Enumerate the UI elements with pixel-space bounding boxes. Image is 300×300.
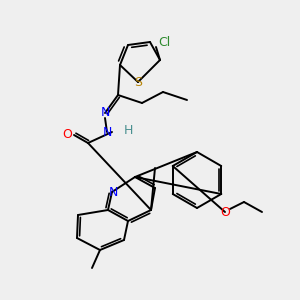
Text: S: S (134, 76, 142, 88)
Text: N: N (100, 106, 110, 119)
Text: Cl: Cl (158, 37, 170, 50)
Text: O: O (220, 206, 230, 218)
Text: N: N (102, 125, 112, 139)
Text: O: O (62, 128, 72, 142)
Text: H: H (123, 124, 133, 136)
Text: N: N (108, 185, 118, 199)
